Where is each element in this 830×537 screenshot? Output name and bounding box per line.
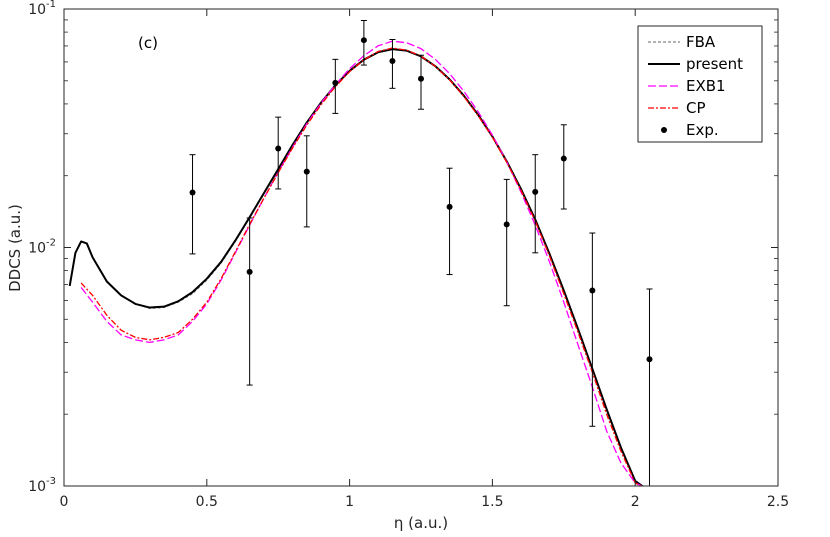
- legend-label-exp: Exp.: [686, 121, 719, 139]
- exp-point-2: [275, 145, 282, 152]
- x-tick-label-3: 1.5: [481, 494, 503, 510]
- y-tick-label-0: 10-3: [28, 476, 56, 495]
- legend-label-cp: CP: [686, 99, 706, 117]
- exp-point-7: [418, 75, 424, 82]
- x-tick-label-0: 0: [60, 494, 69, 510]
- ticks-layer: 0 0.5 1 1.5 2 2.5 10-3 10-2 10-1: [28, 0, 789, 510]
- x-tick-label-5: 2.5: [767, 494, 789, 510]
- series-line-present: [68, 48, 644, 486]
- exp-point-13: [646, 356, 653, 363]
- exp-point-1: [246, 268, 253, 275]
- x-axis-label: η (a.u.): [394, 514, 448, 532]
- legend-marker-exp: [661, 127, 667, 133]
- series-line-cp: [80, 47, 643, 486]
- legend-label-exb1: EXB1: [686, 77, 726, 95]
- experiment-layer: [189, 19, 653, 487]
- x-tick-label-1: 0.5: [196, 494, 218, 510]
- exp-point-4: [332, 79, 339, 86]
- exp-point-6: [389, 58, 396, 65]
- y-tick-label-2: 10-1: [28, 0, 56, 18]
- exp-point-10: [532, 188, 539, 195]
- legend-box: [637, 25, 763, 143]
- panel-label: (c): [138, 34, 158, 52]
- exp-point-5: [360, 37, 367, 44]
- exp-point-8: [446, 203, 453, 210]
- y-axis-label: DDCS (a.u.): [6, 204, 24, 292]
- exp-point-3: [303, 168, 310, 175]
- legend-label-fba: FBA: [686, 33, 716, 51]
- exp-point-0: [189, 189, 196, 196]
- exp-point-9: [503, 221, 510, 228]
- exp-point-11: [560, 155, 567, 162]
- legend-label-present: present: [686, 55, 743, 73]
- exp-point-12: [589, 287, 596, 294]
- x-tick-label-4: 2: [631, 494, 640, 510]
- x-tick-label-2: 1: [345, 494, 354, 510]
- legend: FBA present EXB1 CP Exp.: [637, 25, 763, 143]
- y-tick-label-1: 10-2: [28, 238, 56, 257]
